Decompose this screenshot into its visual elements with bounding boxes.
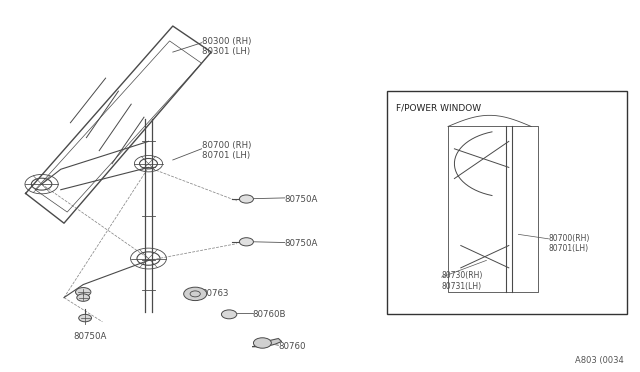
Text: A803 (0034: A803 (0034 [575,356,624,365]
Circle shape [253,338,271,348]
Bar [387,91,627,314]
Text: F/POWER WINDOW: F/POWER WINDOW [396,103,481,112]
Polygon shape [253,339,282,347]
Text: 80750A: 80750A [74,332,107,341]
Circle shape [504,183,514,189]
Circle shape [77,294,90,301]
Circle shape [504,256,514,262]
Circle shape [184,287,207,301]
Circle shape [76,288,91,296]
Text: 80750A: 80750A [285,195,318,203]
Text: 80700 (RH)
80701 (LH): 80700 (RH) 80701 (LH) [202,141,251,160]
Circle shape [221,310,237,319]
Text: 80700(RH)
80701(LH): 80700(RH) 80701(LH) [548,234,590,253]
Text: 80763: 80763 [202,289,229,298]
Circle shape [239,238,253,246]
Circle shape [79,314,92,322]
Text: 80760: 80760 [278,342,306,351]
Text: 80750A: 80750A [285,239,318,248]
Text: 80730(RH)
80731(LH): 80730(RH) 80731(LH) [442,271,483,291]
Text: 80300 (RH)
80301 (LH): 80300 (RH) 80301 (LH) [202,37,251,56]
Circle shape [239,195,253,203]
Text: 80760B: 80760B [253,310,286,319]
